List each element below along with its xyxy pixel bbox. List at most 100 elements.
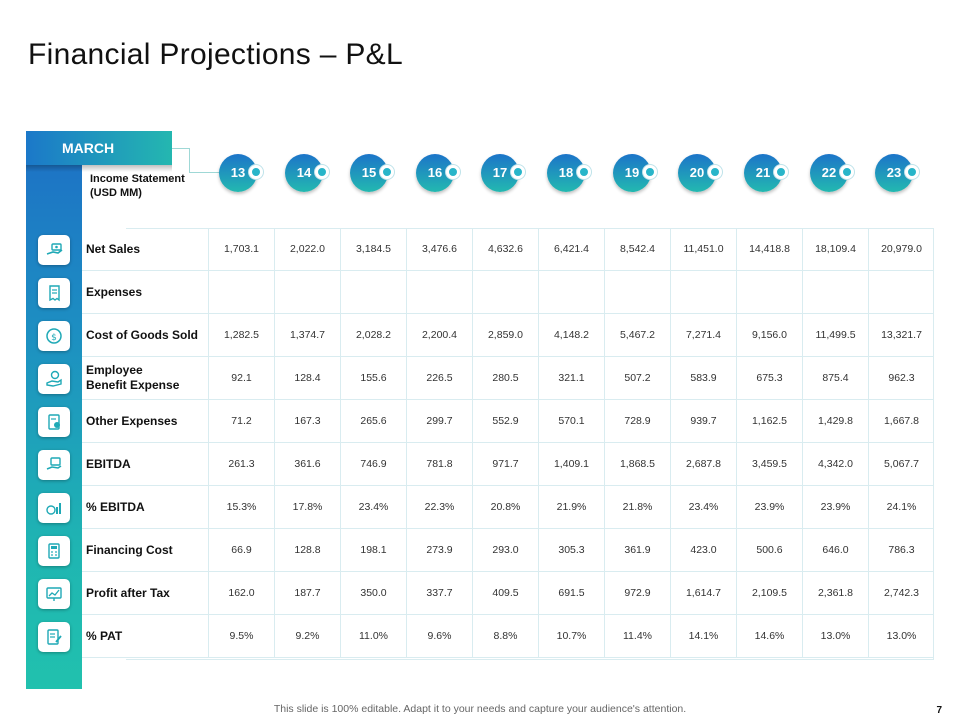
table-cell: 22.3% [406, 486, 472, 528]
table-cell: 71.2 [208, 400, 274, 442]
table-cell: 6,421.4 [538, 228, 604, 270]
table-cell: 350.0 [340, 572, 406, 614]
table-cell: 675.3 [736, 357, 802, 399]
table-cell: 507.2 [604, 357, 670, 399]
table-cell: 226.5 [406, 357, 472, 399]
month-tab: MARCH [26, 131, 172, 172]
table-row: Cost of Goods Sold 1,282.5 1,374.7 2,028.2 2… [82, 314, 934, 357]
table-cell: 361.9 [604, 529, 670, 571]
column-badge-21: 21 [744, 154, 790, 194]
table-cell [736, 271, 802, 313]
table-cell [208, 271, 274, 313]
column-badge-18: 18 [547, 154, 593, 194]
table-cell: 423.0 [670, 529, 736, 571]
table-cell: 24.1% [868, 486, 934, 528]
table-row: Other Expenses 71.2 167.3 265.6 299.7 552.9 57… [82, 400, 934, 443]
row-label: Net Sales [86, 241, 141, 256]
table-cell [802, 271, 868, 313]
table-cell: 305.3 [538, 529, 604, 571]
table-cell: 972.9 [604, 572, 670, 614]
column-badge-17: 17 [481, 154, 527, 194]
column-badge-14: 14 [285, 154, 331, 194]
row-label: Other Expenses [86, 413, 178, 428]
table-row: Employee Benefit Expense 92.1 128.4 155.6 226… [82, 357, 934, 400]
table-cell: 18,109.4 [802, 228, 868, 270]
table-cell: 23.4% [670, 486, 736, 528]
badge-dot-icon [840, 165, 854, 179]
table-cell: 1,162.5 [736, 400, 802, 442]
table-cell: 781.8 [406, 443, 472, 485]
table-cell: 5,467.2 [604, 314, 670, 356]
row-label: Expenses [86, 284, 143, 299]
table-cell: 13.0% [802, 615, 868, 657]
table-cell: 155.6 [340, 357, 406, 399]
table-cell: 2,687.8 [670, 443, 736, 485]
column-badge-22: 22 [810, 154, 856, 194]
row-label: % EBITDA [86, 499, 145, 514]
table-cell: 14,418.8 [736, 228, 802, 270]
connector-line [189, 172, 219, 173]
table-cell: 361.6 [274, 443, 340, 485]
badge-dot-icon [511, 165, 525, 179]
table-row: EBITDA 261.3 361.6 746.9 781.8 971.7 1,409.1 1,… [82, 443, 934, 486]
table-cell: 20,979.0 [868, 228, 934, 270]
badge-dot-icon [905, 165, 919, 179]
table-cell: 14.1% [670, 615, 736, 657]
receipt-icon [38, 278, 70, 308]
table-cell: 786.3 [868, 529, 934, 571]
table-cell: 2,859.0 [472, 314, 538, 356]
table-cell: 162.0 [208, 572, 274, 614]
table-cell: 2,022.0 [274, 228, 340, 270]
table-cell: 646.0 [802, 529, 868, 571]
table-cell: 20.8% [472, 486, 538, 528]
table-cell: 21.9% [538, 486, 604, 528]
table-cell [670, 271, 736, 313]
table-cell [340, 271, 406, 313]
table-cell: 7,271.4 [670, 314, 736, 356]
table-cell: 962.3 [868, 357, 934, 399]
table-cell: 10.7% [538, 615, 604, 657]
hand-coin-icon [38, 364, 70, 394]
table-cell: 11,451.0 [670, 228, 736, 270]
table-cell: 23.9% [802, 486, 868, 528]
table-cell: 500.6 [736, 529, 802, 571]
table-cell: 167.3 [274, 400, 340, 442]
table-cell [406, 271, 472, 313]
table-cell: 1,667.8 [868, 400, 934, 442]
table-cell: 1,282.5 [208, 314, 274, 356]
income-statement-label: Income Statement (USD MM) [90, 172, 185, 200]
table-cell [274, 271, 340, 313]
growth-chart-icon [38, 493, 70, 523]
badge-dot-icon [249, 165, 263, 179]
table-cell: 409.5 [472, 572, 538, 614]
svg-text:$: $ [51, 333, 57, 343]
table-cell: 728.9 [604, 400, 670, 442]
row-label: Employee Benefit Expense [82, 357, 208, 399]
table-cell [604, 271, 670, 313]
table-cell: 1,374.7 [274, 314, 340, 356]
table-cell: 9.6% [406, 615, 472, 657]
table-cell: 273.9 [406, 529, 472, 571]
row-label: % PAT [86, 628, 123, 643]
table-cell: 3,184.5 [340, 228, 406, 270]
badge-dot-icon [380, 165, 394, 179]
table-cell: 299.7 [406, 400, 472, 442]
badge-dot-icon [577, 165, 591, 179]
table-cell: 2,200.4 [406, 314, 472, 356]
column-badge-19: 19 [613, 154, 659, 194]
table-cell: 1,429.8 [802, 400, 868, 442]
table-cell: 939.7 [670, 400, 736, 442]
column-badge-20: 20 [678, 154, 724, 194]
table-cell: 1,868.5 [604, 443, 670, 485]
table-cell: 583.9 [670, 357, 736, 399]
row-label: Profit after Tax [86, 585, 170, 600]
page-title: Financial Projections – P&L [28, 38, 403, 71]
table-cell: 4,148.2 [538, 314, 604, 356]
table-row: Expenses [82, 271, 934, 314]
table-cell: 321.1 [538, 357, 604, 399]
row-label-line: Benefit Expense [86, 378, 180, 392]
table-cell: 1,614.7 [670, 572, 736, 614]
table-cell: 17.8% [274, 486, 340, 528]
table-cell: 971.7 [472, 443, 538, 485]
badge-dot-icon [643, 165, 657, 179]
